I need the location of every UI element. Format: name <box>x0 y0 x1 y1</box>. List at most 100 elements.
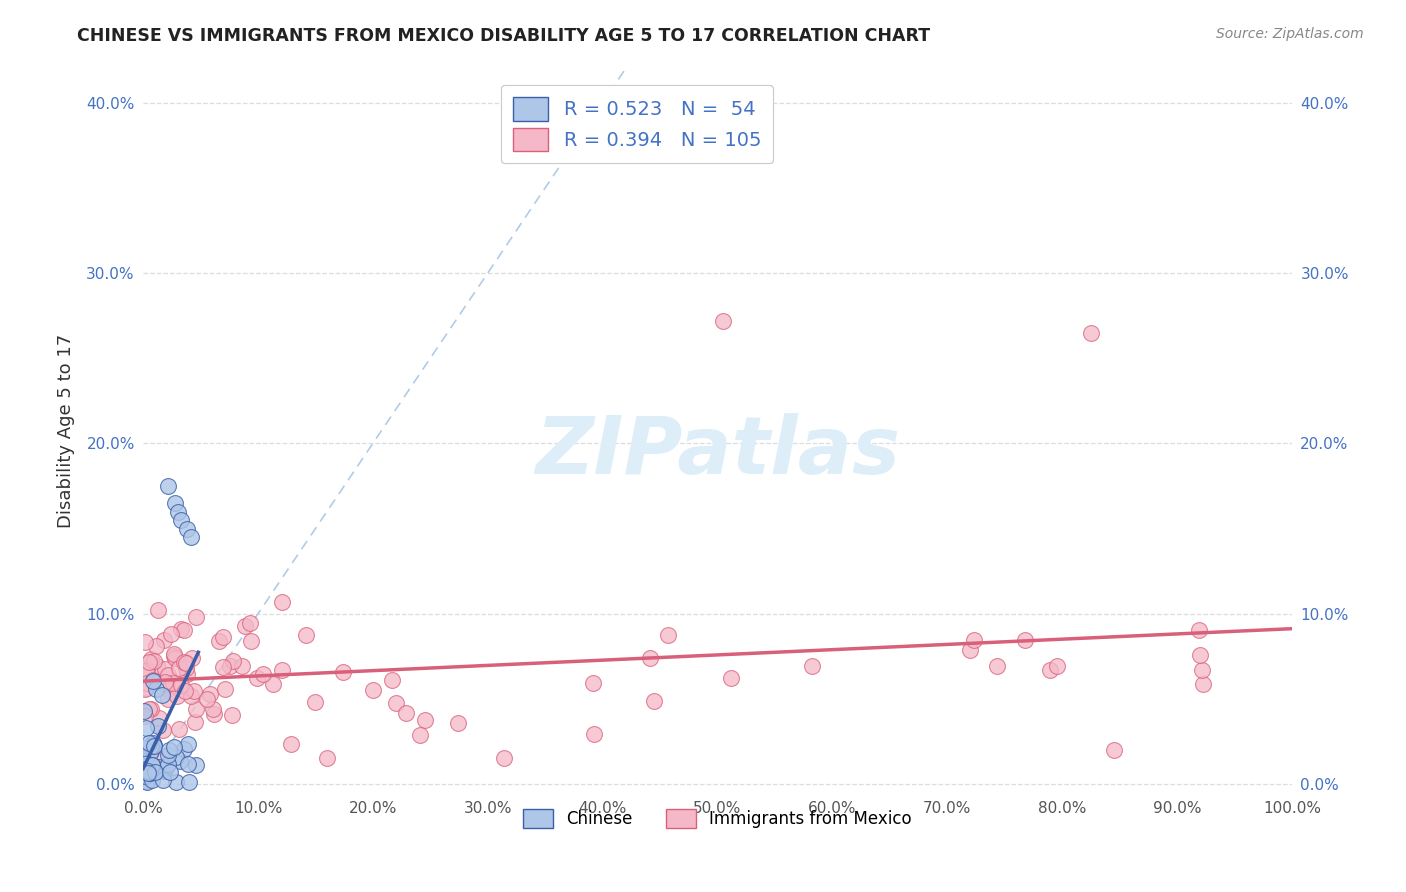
Point <box>141 739 163 754</box>
Point <box>385 697 408 711</box>
Point <box>163 739 186 754</box>
Point <box>395 706 418 720</box>
Point <box>146 603 169 617</box>
Point <box>152 723 174 737</box>
Point <box>294 628 316 642</box>
Point <box>156 748 179 763</box>
Point <box>136 766 159 780</box>
Point <box>170 623 193 637</box>
Point <box>492 750 515 764</box>
Point <box>136 675 159 690</box>
Legend: Chinese, Immigrants from Mexico: Chinese, Immigrants from Mexico <box>516 803 918 835</box>
Point <box>143 765 166 780</box>
Point <box>304 695 326 709</box>
Point <box>211 630 233 644</box>
Point <box>165 651 187 665</box>
Point <box>148 753 170 767</box>
Point <box>177 737 200 751</box>
Point <box>169 755 191 769</box>
Point <box>148 719 170 733</box>
Point <box>239 615 262 630</box>
Point <box>170 678 193 692</box>
Point <box>720 672 742 686</box>
Point <box>1014 632 1036 647</box>
Point <box>711 314 734 328</box>
Point <box>142 654 165 668</box>
Point <box>166 504 188 518</box>
Point <box>135 721 157 735</box>
Point <box>800 658 823 673</box>
Point <box>174 661 197 675</box>
Point <box>138 765 160 780</box>
Point <box>166 689 188 703</box>
Point <box>170 513 193 527</box>
Point <box>135 774 157 789</box>
Point <box>409 729 432 743</box>
Point <box>165 775 187 789</box>
Point <box>180 689 202 703</box>
Point <box>157 692 180 706</box>
Point <box>640 650 662 665</box>
Point <box>657 628 679 642</box>
Point <box>163 648 186 663</box>
Point <box>163 647 186 661</box>
Point <box>150 688 173 702</box>
Point <box>173 655 195 669</box>
Point <box>139 701 162 715</box>
Point <box>134 635 156 649</box>
Point <box>173 624 195 638</box>
Point <box>316 751 339 765</box>
Point <box>222 654 245 668</box>
Point <box>155 662 177 676</box>
Point <box>381 673 404 688</box>
Point <box>181 651 204 665</box>
Point <box>1045 659 1067 673</box>
Point <box>240 634 263 648</box>
Point <box>142 673 165 687</box>
Text: Source: ZipAtlas.com: Source: ZipAtlas.com <box>1216 27 1364 41</box>
Point <box>134 769 156 783</box>
Point <box>1191 663 1213 677</box>
Point <box>149 763 172 777</box>
Point <box>1189 648 1212 662</box>
Point <box>643 693 665 707</box>
Point <box>162 675 184 690</box>
Point <box>1188 623 1211 637</box>
Point <box>142 738 165 752</box>
Point <box>186 702 208 716</box>
Point <box>174 657 197 671</box>
Point <box>186 610 208 624</box>
Point <box>361 682 384 697</box>
Point <box>184 758 207 772</box>
Point <box>202 706 225 721</box>
Point <box>134 758 156 772</box>
Point <box>202 701 225 715</box>
Point <box>134 681 156 696</box>
Point <box>177 775 200 789</box>
Point <box>139 744 162 758</box>
Point <box>135 775 157 789</box>
Point <box>159 743 181 757</box>
Point <box>134 740 156 755</box>
Point <box>214 682 236 697</box>
Point <box>195 691 218 706</box>
Point <box>142 736 165 750</box>
Point <box>134 709 156 723</box>
Point <box>280 737 302 751</box>
Point <box>142 761 165 775</box>
Point <box>183 684 205 698</box>
Point <box>165 496 187 510</box>
Point <box>136 761 159 775</box>
Text: CHINESE VS IMMIGRANTS FROM MEXICO DISABILITY AGE 5 TO 17 CORRELATION CHART: CHINESE VS IMMIGRANTS FROM MEXICO DISABI… <box>77 27 931 45</box>
Point <box>211 659 233 673</box>
Point <box>167 722 190 736</box>
Point <box>157 681 180 696</box>
Point <box>963 633 986 648</box>
Point <box>180 530 202 544</box>
Point <box>153 633 176 648</box>
Text: ZIPatlas: ZIPatlas <box>536 413 900 491</box>
Point <box>415 713 437 727</box>
Point <box>271 663 294 677</box>
Point <box>1191 677 1213 691</box>
Point <box>447 716 470 731</box>
